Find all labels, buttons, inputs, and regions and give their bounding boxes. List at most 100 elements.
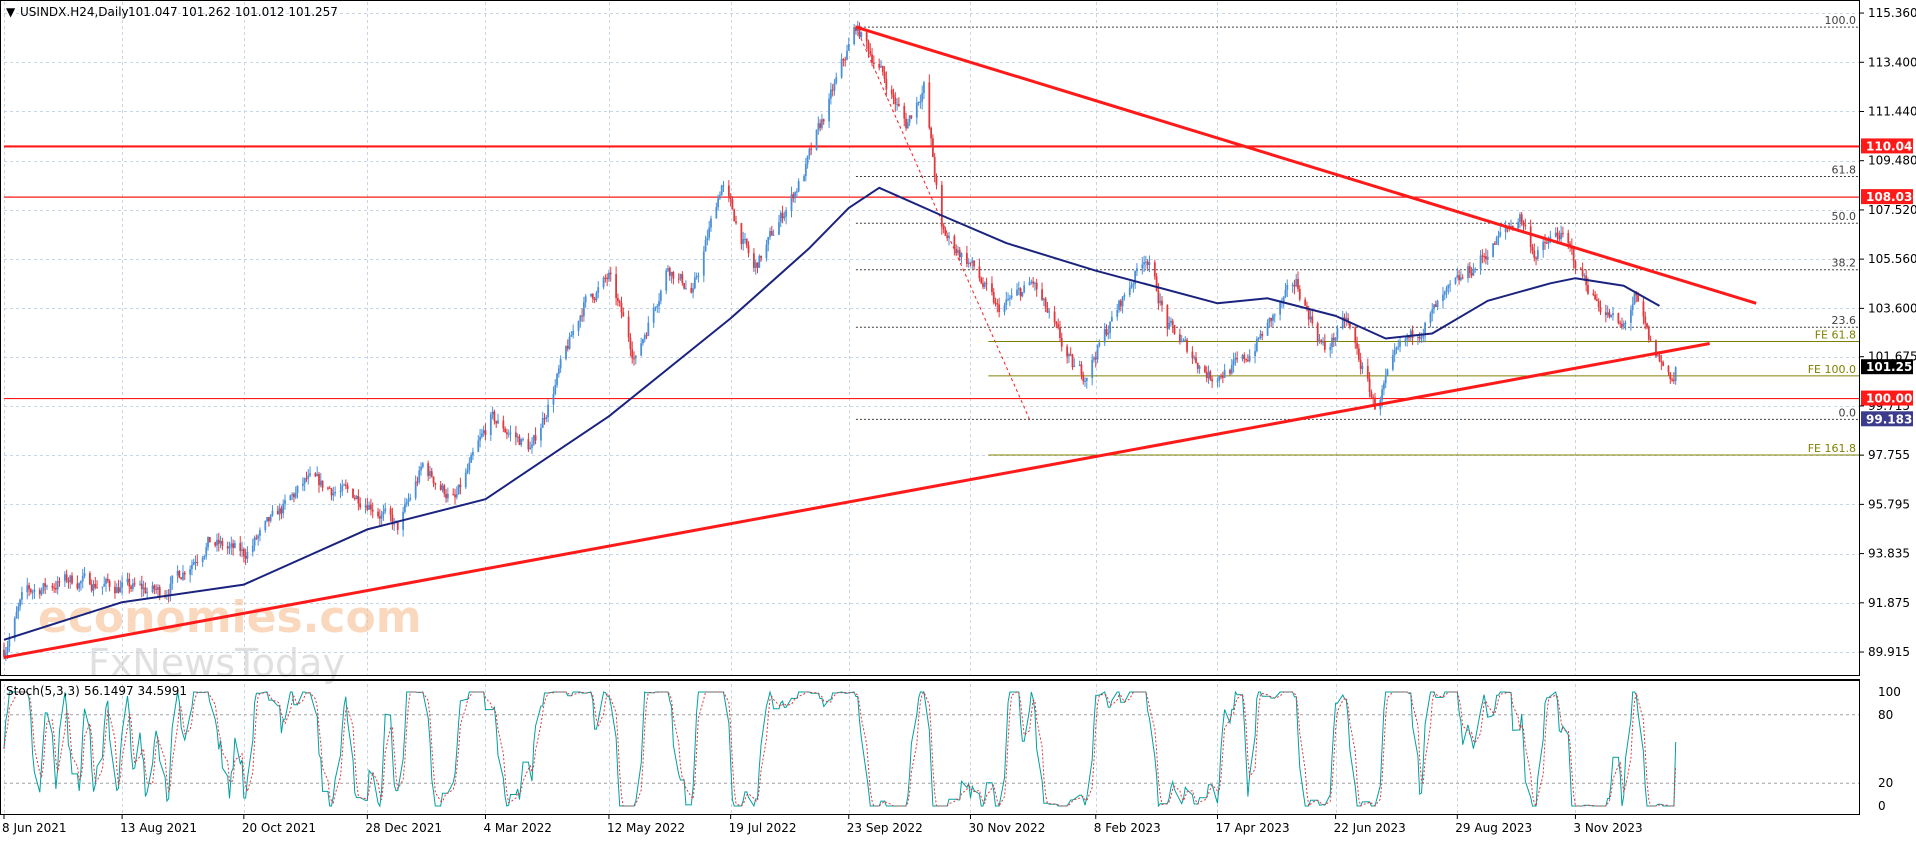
candle-body — [577, 321, 580, 332]
candle-body — [241, 549, 243, 551]
candle-body — [1519, 214, 1521, 222]
candle-body — [516, 436, 519, 438]
candle-body — [491, 411, 494, 415]
candle-body — [1622, 323, 1625, 327]
candle-body — [1433, 304, 1435, 310]
candle-body — [502, 420, 505, 429]
candle-body — [242, 549, 245, 557]
candle-body — [382, 511, 385, 515]
candle-body — [493, 411, 496, 421]
candle-body — [1646, 323, 1648, 328]
trendlines[interactable] — [3, 25, 1757, 659]
candle-body — [584, 296, 587, 303]
candle-body — [847, 44, 850, 51]
candle-body — [1504, 227, 1507, 233]
candle-body — [1182, 339, 1185, 341]
candle-body — [404, 504, 406, 512]
price-tick-label: 105.560 — [1868, 252, 1916, 266]
candle-body — [733, 209, 736, 222]
candle-body — [1272, 315, 1274, 321]
ohlc-values: 101.047 101.262 101.012 101.257 — [128, 5, 338, 19]
candle-body — [1320, 340, 1323, 343]
candle-body — [948, 236, 950, 239]
candle-body — [1669, 372, 1672, 380]
candle-body — [756, 262, 759, 268]
candle-body — [1166, 305, 1169, 329]
candle-body — [1060, 337, 1063, 347]
candle-body — [1118, 300, 1120, 311]
candle-body — [282, 503, 285, 514]
candle-body — [720, 185, 723, 196]
candle-body — [1141, 264, 1144, 269]
candle-body — [559, 359, 562, 369]
candle-body — [980, 278, 983, 284]
candle-body — [259, 530, 261, 536]
candle-body — [928, 82, 931, 128]
stoch-tick-label: 0 — [1878, 799, 1886, 813]
candle-body — [1481, 255, 1484, 257]
candle-body — [216, 539, 218, 546]
candle-body — [396, 520, 399, 530]
candle-body — [1254, 351, 1256, 357]
candle-body — [667, 268, 669, 271]
candle-body — [772, 234, 775, 236]
candle-body — [1186, 339, 1188, 352]
fibonacci-expansion[interactable]: FE 61.8 FE 100.0 FE 161.8 — [988, 329, 1860, 456]
candle-body — [409, 497, 412, 500]
candle-body — [1143, 262, 1145, 265]
price-tick-label: 113.400 — [1868, 55, 1916, 69]
candle-body — [1094, 357, 1097, 360]
candle-body — [303, 478, 306, 484]
candle-body — [377, 511, 379, 517]
candle-body — [829, 89, 832, 99]
candle-body — [1399, 340, 1401, 347]
candle-body — [144, 587, 147, 593]
candle-body — [659, 290, 662, 301]
candle-body — [1443, 291, 1446, 295]
candle-body — [815, 129, 818, 150]
candle-body — [301, 483, 304, 486]
candle-body — [364, 505, 367, 508]
candle-body — [1297, 278, 1299, 290]
candle-body — [429, 471, 431, 476]
candle-body — [454, 494, 456, 498]
candle-body — [51, 585, 54, 588]
candle-body — [1221, 376, 1224, 378]
candle-body — [101, 586, 104, 588]
candle-body — [1119, 300, 1122, 307]
candle-body — [31, 591, 34, 593]
candle-body — [80, 581, 82, 584]
candle-body — [681, 274, 684, 284]
candle-body — [1273, 314, 1276, 316]
candle-body — [1007, 298, 1009, 300]
candle-body — [105, 578, 107, 584]
candle-body — [226, 546, 229, 549]
fibonacci-retracement[interactable]: 100.0 61.8 50.0 38.2 23.6 0.0 — [855, 14, 1860, 420]
candle-body — [1556, 232, 1559, 236]
candle-body — [1431, 309, 1434, 314]
candle-body — [906, 122, 909, 129]
collapse-arrow-icon[interactable]: ▼ — [6, 5, 16, 19]
candle-body — [1084, 380, 1086, 382]
candle-body — [78, 583, 81, 589]
candle-body — [58, 581, 61, 583]
candle-body — [1357, 348, 1360, 360]
candle-body — [1619, 322, 1622, 325]
candle-body — [1409, 330, 1412, 338]
price-tick-label: 89.915 — [1868, 645, 1910, 659]
candle-body — [885, 79, 888, 90]
candle-body — [790, 194, 793, 211]
watermark: economies.com FxNewsToday — [38, 592, 422, 685]
candle-body — [747, 245, 750, 254]
candle-body — [566, 346, 569, 349]
candle-body — [1604, 312, 1607, 316]
candle-body — [758, 255, 761, 268]
candle-body — [1667, 365, 1670, 373]
candle-body — [1096, 345, 1099, 360]
fib-level-label: 38.2 — [1832, 257, 1857, 270]
candle-body — [719, 195, 721, 199]
candle-body — [1282, 296, 1285, 303]
candle-body — [1080, 364, 1083, 375]
time-axis[interactable]: 8 Jun 2021 13 Aug 2021 20 Oct 2021 28 Dec 2… — [2, 814, 1643, 835]
